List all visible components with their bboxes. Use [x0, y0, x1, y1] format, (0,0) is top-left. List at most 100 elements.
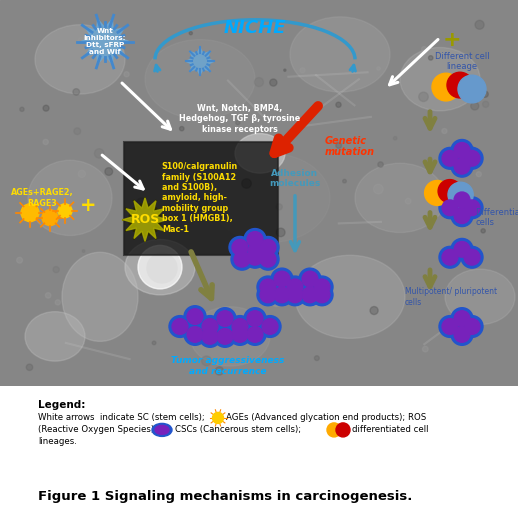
Circle shape: [284, 276, 306, 298]
Circle shape: [163, 225, 166, 229]
Circle shape: [257, 248, 279, 270]
Circle shape: [468, 146, 475, 153]
Circle shape: [184, 323, 206, 345]
Circle shape: [299, 284, 321, 306]
Text: White arrows  indicate SC (stem cells);: White arrows indicate SC (stem cells);: [38, 413, 205, 422]
Circle shape: [422, 47, 426, 51]
Circle shape: [476, 172, 481, 177]
Circle shape: [447, 72, 473, 98]
Polygon shape: [81, 19, 129, 64]
Circle shape: [231, 248, 253, 270]
Circle shape: [442, 129, 447, 133]
Circle shape: [336, 423, 350, 437]
Ellipse shape: [145, 39, 255, 119]
Circle shape: [454, 208, 470, 224]
Circle shape: [260, 251, 276, 267]
Circle shape: [26, 364, 33, 371]
Circle shape: [260, 239, 276, 255]
Text: NICHE: NICHE: [224, 19, 286, 37]
Ellipse shape: [28, 160, 112, 236]
Circle shape: [276, 204, 282, 210]
Circle shape: [46, 292, 51, 298]
Circle shape: [427, 289, 431, 293]
Circle shape: [180, 127, 184, 131]
Circle shape: [247, 249, 263, 265]
Circle shape: [260, 279, 276, 295]
Circle shape: [439, 148, 461, 169]
Ellipse shape: [190, 307, 270, 366]
Circle shape: [217, 311, 233, 327]
Circle shape: [232, 319, 248, 334]
Ellipse shape: [35, 25, 125, 94]
Polygon shape: [123, 198, 167, 242]
Circle shape: [169, 316, 191, 338]
Circle shape: [432, 73, 460, 101]
Circle shape: [314, 287, 330, 303]
Circle shape: [254, 78, 264, 87]
Circle shape: [259, 316, 281, 338]
Circle shape: [247, 311, 263, 327]
Circle shape: [270, 79, 277, 86]
Circle shape: [451, 323, 473, 345]
Circle shape: [439, 316, 461, 338]
Circle shape: [302, 287, 318, 303]
Ellipse shape: [295, 255, 405, 339]
Ellipse shape: [290, 17, 390, 92]
Circle shape: [287, 287, 303, 303]
Circle shape: [214, 326, 236, 348]
Circle shape: [284, 284, 306, 306]
Circle shape: [202, 356, 211, 366]
Circle shape: [299, 268, 321, 290]
Circle shape: [336, 143, 341, 148]
Circle shape: [464, 200, 480, 216]
Circle shape: [244, 228, 266, 250]
Circle shape: [184, 306, 206, 328]
Circle shape: [78, 170, 85, 177]
Circle shape: [267, 129, 270, 131]
Circle shape: [215, 367, 224, 375]
Circle shape: [199, 199, 208, 207]
Circle shape: [233, 262, 237, 266]
Text: ROS: ROS: [131, 213, 160, 226]
Circle shape: [43, 105, 49, 111]
Ellipse shape: [445, 269, 515, 324]
Text: AGEs+RAGE2,
RAGE3: AGEs+RAGE2, RAGE3: [11, 188, 74, 207]
Ellipse shape: [152, 423, 172, 436]
Circle shape: [58, 204, 72, 218]
Circle shape: [260, 287, 276, 303]
Circle shape: [442, 249, 458, 265]
Circle shape: [370, 307, 378, 314]
Ellipse shape: [62, 253, 138, 341]
Text: lineages.: lineages.: [38, 437, 77, 446]
Circle shape: [99, 304, 106, 311]
Circle shape: [217, 329, 233, 344]
Circle shape: [245, 240, 267, 262]
Text: Adhesion
molecules: Adhesion molecules: [269, 169, 321, 188]
Circle shape: [451, 140, 473, 161]
Circle shape: [20, 107, 24, 111]
Circle shape: [202, 329, 218, 344]
Circle shape: [461, 197, 483, 219]
Circle shape: [451, 308, 473, 330]
Circle shape: [447, 151, 449, 153]
Text: Legend:: Legend:: [38, 400, 85, 410]
Circle shape: [458, 75, 486, 103]
Circle shape: [82, 250, 85, 253]
Circle shape: [138, 245, 182, 289]
Circle shape: [274, 287, 290, 303]
Circle shape: [464, 151, 480, 166]
Circle shape: [451, 155, 473, 177]
Circle shape: [257, 236, 279, 258]
Circle shape: [78, 37, 84, 44]
Circle shape: [442, 319, 458, 334]
Circle shape: [21, 204, 39, 222]
Circle shape: [464, 319, 480, 334]
Circle shape: [199, 316, 221, 338]
Circle shape: [277, 228, 285, 237]
Ellipse shape: [210, 153, 330, 243]
Circle shape: [187, 309, 203, 324]
Circle shape: [439, 197, 461, 219]
Circle shape: [423, 346, 428, 352]
Circle shape: [377, 67, 380, 70]
Circle shape: [244, 246, 266, 268]
